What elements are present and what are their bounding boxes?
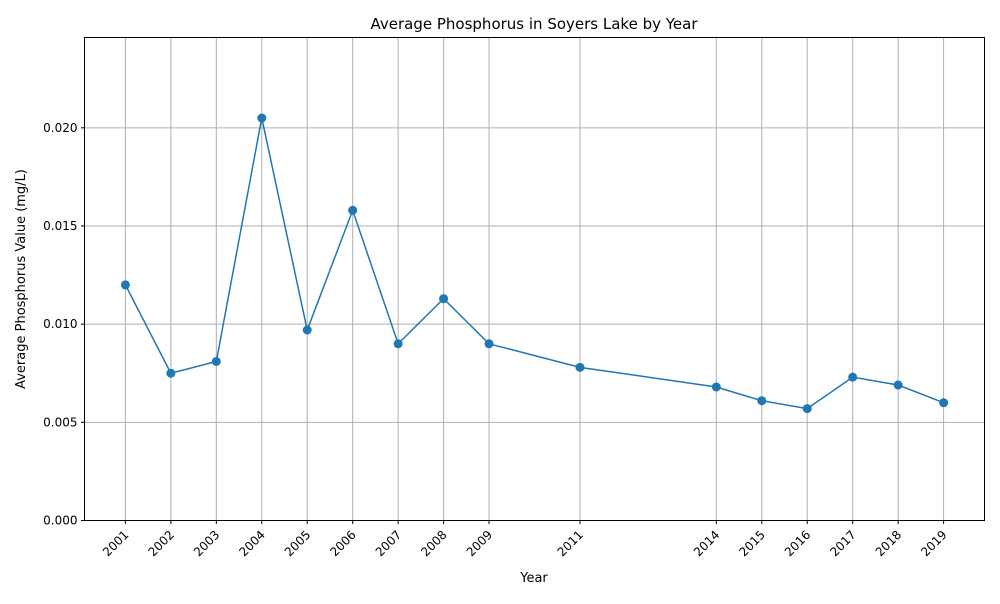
data-point (939, 398, 949, 408)
y-tick-label: 0.015 (43, 219, 77, 233)
data-point (120, 280, 130, 290)
y-tick-label: 0.005 (43, 415, 77, 429)
chart-title: Average Phosphorus in Soyers Lake by Yea… (371, 15, 699, 33)
data-point (348, 205, 358, 215)
x-tick-label: 2005 (282, 528, 313, 559)
plot-frame (84, 37, 985, 521)
x-tick-label: 2007 (373, 528, 404, 559)
data-point (211, 356, 221, 366)
data-point (893, 380, 903, 390)
y-axis-ticks: 0.000 0.005 0.010 0.015 0.020 (43, 121, 85, 528)
x-tick-label: 2003 (191, 528, 222, 559)
x-tick-label: 2017 (827, 528, 858, 559)
x-tick-label: 2016 (782, 528, 813, 559)
data-point (802, 404, 812, 414)
series-line (124, 117, 944, 410)
y-tick-label: 0.000 (43, 514, 77, 528)
y-axis-label: Average Phosphorus Value (mg/L) (14, 169, 29, 389)
data-point (848, 372, 858, 382)
x-tick-label: 2009 (464, 528, 495, 559)
x-axis-ticks: 2001 2002 2003 2004 2005 2006 2007 2008 2009 2011… (100, 520, 950, 559)
data-point (257, 113, 267, 123)
data-point (166, 368, 176, 378)
data-point (575, 362, 585, 372)
grid (84, 37, 985, 521)
series-layer (120, 113, 949, 414)
y-tick-label: 0.010 (43, 317, 77, 331)
x-tick-label: 2015 (736, 528, 767, 559)
x-axis-label: Year (519, 571, 548, 586)
data-point (393, 339, 403, 349)
data-point (711, 382, 721, 392)
x-tick-label: 2002 (145, 528, 176, 559)
x-tick-label: 2011 (555, 528, 586, 559)
x-tick-label: 2008 (418, 528, 449, 559)
data-point (439, 294, 449, 304)
y-tick-label: 0.020 (43, 121, 77, 135)
x-tick-label: 2019 (918, 528, 949, 559)
data-point (484, 339, 494, 349)
data-point (302, 325, 312, 335)
x-tick-label: 2014 (691, 528, 722, 559)
x-tick-label: 2001 (100, 528, 131, 559)
x-tick-label: 2018 (873, 528, 904, 559)
x-tick-label: 2004 (236, 528, 267, 559)
x-tick-label: 2006 (327, 528, 358, 559)
data-point (757, 396, 767, 406)
